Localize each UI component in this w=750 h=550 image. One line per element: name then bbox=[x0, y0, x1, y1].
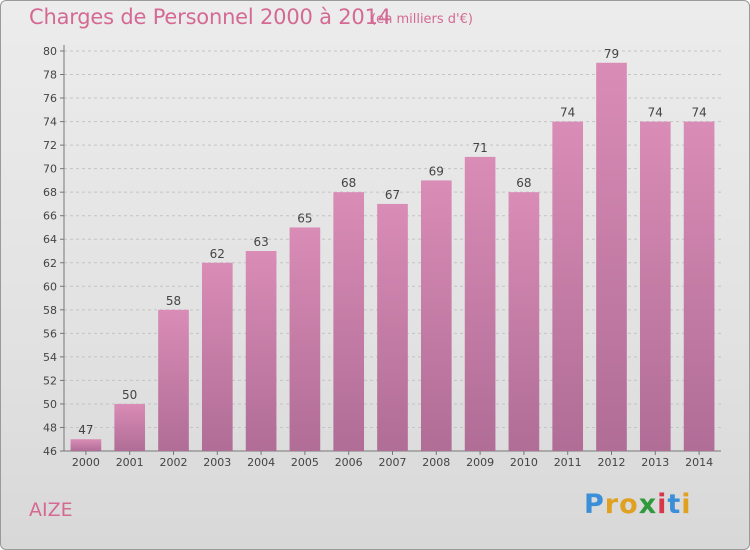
y-tick-label: 56 bbox=[43, 327, 57, 340]
data-label: 74 bbox=[691, 106, 706, 120]
bar-2003 bbox=[201, 262, 233, 451]
x-tick-label: 2004 bbox=[247, 456, 275, 469]
x-tick-label: 2013 bbox=[641, 456, 669, 469]
bar-2010 bbox=[508, 192, 540, 452]
y-tick-label: 62 bbox=[43, 257, 57, 270]
bar-2005 bbox=[289, 227, 321, 451]
data-label: 68 bbox=[516, 176, 531, 190]
y-tick-label: 54 bbox=[43, 351, 57, 364]
commune-name: AIZE bbox=[29, 499, 73, 521]
data-label: 74 bbox=[560, 106, 575, 120]
y-tick-label: 46 bbox=[43, 445, 57, 458]
data-label: 47 bbox=[78, 423, 93, 437]
x-tick-label: 2008 bbox=[422, 456, 450, 469]
bar-2000 bbox=[70, 439, 102, 451]
x-tick-label: 2006 bbox=[335, 456, 363, 469]
x-tick-label: 2007 bbox=[379, 456, 407, 469]
y-tick-label: 64 bbox=[43, 233, 57, 246]
proxiti-logo: Proxiti bbox=[584, 489, 692, 520]
x-tick-label: 2001 bbox=[116, 456, 144, 469]
data-label: 50 bbox=[122, 388, 137, 402]
y-tick-label: 58 bbox=[43, 304, 57, 317]
y-tick-label: 52 bbox=[43, 374, 57, 387]
x-tick-label: 2011 bbox=[554, 456, 582, 469]
bar-2014 bbox=[683, 121, 715, 452]
data-label: 58 bbox=[166, 294, 181, 308]
y-tick-label: 48 bbox=[43, 421, 57, 434]
y-tick-label: 68 bbox=[43, 186, 57, 199]
data-label: 68 bbox=[341, 176, 356, 190]
logo-letter: i bbox=[681, 489, 692, 520]
logo-letter: x bbox=[638, 489, 658, 520]
data-label: 71 bbox=[472, 141, 487, 155]
bar-2006 bbox=[333, 192, 365, 452]
x-tick-label: 2005 bbox=[291, 456, 319, 469]
y-tick-label: 72 bbox=[43, 139, 57, 152]
x-tick-label: 2002 bbox=[160, 456, 188, 469]
data-label: 74 bbox=[648, 106, 663, 120]
x-tick-label: 2003 bbox=[203, 456, 231, 469]
bar-2011 bbox=[552, 121, 584, 452]
chart-title: Charges de Personnel 2000 à 2014 bbox=[29, 5, 391, 29]
bar-2002 bbox=[158, 309, 189, 451]
logo-letter: P bbox=[584, 489, 605, 520]
logo-letter: i bbox=[657, 489, 668, 520]
y-tick-label: 78 bbox=[43, 69, 57, 82]
data-label: 63 bbox=[253, 235, 268, 249]
bar-2009 bbox=[464, 156, 496, 451]
x-tick-label: 2000 bbox=[72, 456, 100, 469]
bar-2012 bbox=[596, 62, 627, 451]
y-tick-label: 60 bbox=[43, 280, 57, 293]
data-label: 79 bbox=[604, 47, 619, 61]
y-tick-label: 50 bbox=[43, 398, 57, 411]
logo-letter: r bbox=[604, 489, 620, 520]
y-tick-label: 80 bbox=[43, 45, 57, 58]
bar-2001 bbox=[114, 403, 146, 451]
logo-letter: t bbox=[667, 489, 682, 520]
bar-2013 bbox=[639, 121, 671, 452]
chart-subtitle: (en milliers d'€) bbox=[371, 12, 473, 27]
data-label: 65 bbox=[297, 211, 312, 225]
y-tick-label: 76 bbox=[43, 92, 57, 105]
data-label: 62 bbox=[210, 247, 225, 261]
x-tick-label: 2014 bbox=[685, 456, 713, 469]
y-tick-label: 74 bbox=[43, 116, 57, 129]
bar-2008 bbox=[420, 180, 452, 452]
x-tick-label: 2012 bbox=[598, 456, 626, 469]
data-label: 67 bbox=[385, 188, 400, 202]
x-tick-label: 2010 bbox=[510, 456, 538, 469]
data-label: 69 bbox=[429, 164, 444, 178]
bar-2004 bbox=[245, 251, 277, 451]
bar-2007 bbox=[377, 203, 408, 451]
x-tick-label: 2009 bbox=[466, 456, 494, 469]
y-tick-label: 70 bbox=[43, 163, 57, 176]
y-tick-label: 66 bbox=[43, 210, 57, 223]
logo-letter: o bbox=[619, 489, 639, 520]
